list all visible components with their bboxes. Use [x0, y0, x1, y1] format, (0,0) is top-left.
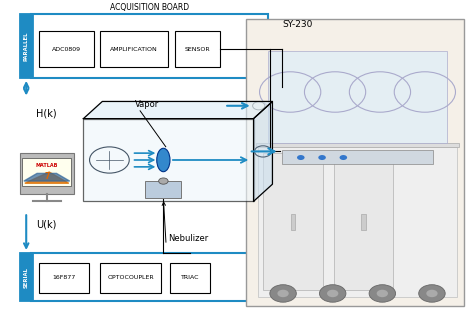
- Bar: [19, 153, 74, 194]
- Text: SY-230: SY-230: [282, 20, 312, 29]
- Bar: [256, 143, 459, 147]
- Bar: [170, 263, 210, 293]
- Bar: [39, 263, 89, 293]
- Circle shape: [159, 178, 168, 184]
- Circle shape: [339, 155, 347, 160]
- Circle shape: [297, 155, 305, 160]
- Bar: [268, 51, 447, 143]
- Bar: [83, 118, 254, 201]
- Bar: [361, 214, 366, 230]
- Text: MATLAB: MATLAB: [36, 163, 58, 168]
- Text: AMPLIFICATION: AMPLIFICATION: [110, 47, 158, 52]
- Text: H(k): H(k): [36, 109, 57, 119]
- Text: SENSOR: SENSOR: [184, 47, 210, 52]
- Bar: [282, 150, 433, 164]
- Circle shape: [270, 285, 296, 302]
- Text: Nebulizer: Nebulizer: [168, 234, 209, 243]
- Circle shape: [426, 290, 438, 297]
- Bar: [100, 263, 161, 293]
- Bar: [31, 14, 268, 78]
- Text: 7: 7: [44, 172, 49, 181]
- Polygon shape: [83, 101, 273, 118]
- Bar: [291, 214, 295, 230]
- Circle shape: [327, 290, 338, 297]
- Bar: [19, 253, 33, 301]
- Text: U(k): U(k): [36, 220, 56, 230]
- Bar: [146, 181, 182, 198]
- Circle shape: [419, 285, 445, 302]
- Polygon shape: [24, 173, 70, 181]
- Circle shape: [369, 285, 396, 302]
- Text: SERIAL: SERIAL: [24, 267, 29, 288]
- Bar: [31, 253, 268, 301]
- Text: ADC0809: ADC0809: [52, 47, 81, 52]
- Text: 16F877: 16F877: [53, 276, 76, 281]
- Ellipse shape: [157, 148, 170, 172]
- Circle shape: [277, 290, 289, 297]
- Circle shape: [318, 155, 326, 160]
- Text: ACQUISITION BOARD: ACQUISITION BOARD: [110, 3, 189, 12]
- Bar: [22, 158, 71, 186]
- Polygon shape: [25, 172, 69, 183]
- Circle shape: [319, 285, 346, 302]
- Bar: [258, 147, 457, 297]
- Bar: [334, 154, 393, 290]
- Bar: [174, 31, 219, 67]
- Bar: [19, 14, 33, 78]
- Text: PARALLEL: PARALLEL: [24, 31, 29, 61]
- Text: Vapor: Vapor: [136, 100, 160, 109]
- Bar: [39, 31, 94, 67]
- Text: TRIAC: TRIAC: [181, 276, 199, 281]
- Text: OPTOCOUPLER: OPTOCOUPLER: [107, 276, 154, 281]
- Bar: [263, 154, 323, 290]
- Bar: [100, 31, 168, 67]
- Bar: [246, 19, 464, 306]
- Circle shape: [377, 290, 388, 297]
- Polygon shape: [254, 101, 273, 201]
